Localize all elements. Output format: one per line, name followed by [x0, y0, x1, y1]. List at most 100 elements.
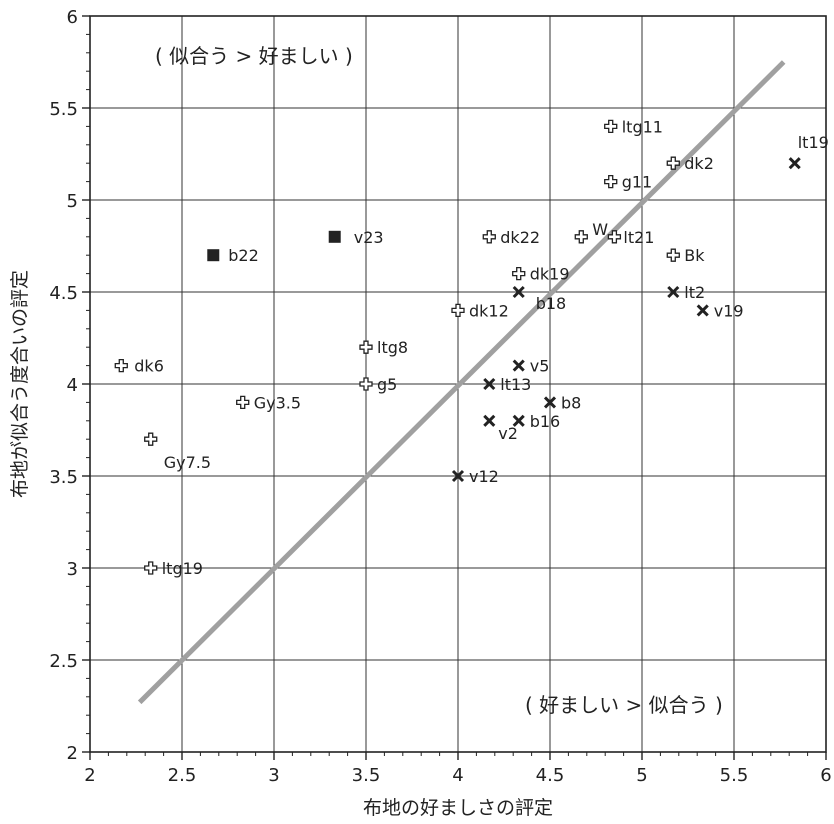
x-marker	[696, 304, 709, 317]
point-label: v23	[354, 228, 384, 247]
point-label: g11	[622, 173, 653, 192]
x-tick-label: 6	[820, 765, 831, 786]
point-label: Gy7.5	[164, 453, 211, 472]
open-cross-marker	[482, 230, 496, 244]
point-label: v2	[498, 424, 518, 443]
y-tick-label: 6	[67, 7, 78, 28]
open-cross-marker	[666, 248, 680, 262]
data-point: b8	[543, 393, 581, 412]
point-label: b8	[561, 393, 581, 412]
x-tick-label: 3.5	[352, 765, 381, 786]
x-marker	[512, 359, 525, 372]
data-point: dk19	[512, 265, 570, 284]
data-point: ltg8	[359, 338, 408, 357]
y-tick-label: 5.5	[49, 99, 78, 120]
data-point: b18	[512, 285, 566, 313]
data-point: lt2	[667, 283, 705, 302]
filled-square-marker	[207, 249, 220, 262]
x-marker	[667, 285, 680, 299]
data-point: b22	[207, 246, 259, 265]
point-label: b16	[530, 412, 561, 431]
point-label: ltg19	[162, 559, 203, 578]
x-marker	[512, 414, 525, 427]
annotation-upper-left: ( 似合う > 好ましい )	[155, 44, 353, 68]
x-marker	[483, 377, 496, 391]
open-cross-marker	[144, 561, 158, 575]
point-label: dk12	[469, 301, 509, 320]
point-label: g5	[377, 375, 397, 394]
reference-line	[137, 60, 786, 705]
point-label: lt21	[623, 228, 654, 247]
x-axis-label: 布地の好ましさの評定	[363, 797, 553, 819]
data-point: dk2	[666, 154, 714, 173]
x-marker	[512, 285, 525, 299]
point-label: Bk	[684, 246, 705, 265]
data-point: dk22	[482, 228, 540, 247]
data-point: lt19	[788, 133, 829, 170]
data-point: lt21	[607, 228, 654, 247]
open-cross-marker	[114, 358, 128, 373]
point-label: v12	[469, 467, 499, 486]
data-point: Bk	[666, 246, 705, 265]
point-label: dk22	[500, 228, 540, 247]
point-label: lt13	[500, 375, 531, 394]
x-tick-labels: 2 2.5 3 3.5 4 4.5 5 5.5 6	[84, 765, 831, 786]
y-tick-label: 2	[67, 743, 78, 764]
data-point: v12	[451, 467, 499, 486]
x-marker	[483, 414, 496, 427]
open-cross-marker	[604, 174, 618, 189]
data-point: dk12	[451, 301, 509, 320]
reference-line-group	[137, 60, 786, 705]
x-tick-label: 4	[452, 765, 463, 786]
open-cross-marker	[451, 303, 465, 318]
annotation-lower-right: ( 好ましい > 似合う )	[525, 693, 723, 717]
data-point: b16	[512, 412, 561, 431]
y-tick-label: 3.5	[49, 467, 78, 488]
open-cross-marker	[236, 395, 250, 410]
data-point: v19	[696, 301, 744, 320]
data-point: v23	[328, 228, 384, 247]
x-marker	[788, 157, 801, 170]
data-point: ltg11	[604, 117, 663, 136]
point-label: W	[592, 220, 608, 239]
point-label: ltg8	[377, 338, 408, 357]
data-point: lt13	[483, 375, 531, 394]
open-cross-marker	[666, 156, 680, 170]
data-point: Gy7.5	[144, 432, 211, 472]
y-tick-label: 3	[67, 559, 78, 580]
y-axis-label: 布地が似合う度合いの評定	[9, 270, 31, 498]
data-point: g5	[359, 375, 397, 394]
data-point: g11	[604, 173, 653, 192]
open-cross-marker	[512, 266, 526, 281]
y-tick-label: 4	[67, 375, 78, 396]
tick-marks	[82, 15, 827, 760]
data-point: v5	[512, 357, 550, 376]
open-cross-marker	[359, 377, 373, 391]
x-tick-label: 2	[84, 765, 95, 786]
data-points: dk6 Gy7.5 ltg19 Gy3.5 ltg8 g5 dk12 dk22 dk19 Wltg…	[114, 117, 829, 578]
x-marker	[451, 469, 465, 483]
open-cross-marker	[607, 230, 622, 244]
point-label: lt2	[684, 283, 705, 302]
point-label: dk2	[684, 154, 714, 173]
x-tick-label: 2.5	[168, 765, 197, 786]
y-tick-label: 4.5	[49, 283, 78, 304]
point-label: lt19	[798, 133, 829, 152]
point-label: v5	[530, 357, 550, 376]
y-tick-label: 5	[67, 191, 78, 212]
point-label: v19	[714, 301, 744, 320]
x-tick-label: 4.5	[536, 765, 565, 786]
filled-square-marker	[328, 230, 341, 243]
open-cross-marker	[144, 432, 158, 446]
open-cross-marker	[604, 119, 618, 134]
point-label: ltg11	[622, 117, 663, 136]
y-tick-label: 2.5	[49, 651, 78, 672]
x-tick-label: 5.5	[720, 765, 749, 786]
data-point: W	[574, 220, 608, 244]
point-label: dk6	[134, 357, 164, 376]
open-cross-marker	[574, 230, 588, 244]
data-point: ltg19	[144, 559, 203, 578]
point-label: Gy3.5	[254, 393, 301, 412]
